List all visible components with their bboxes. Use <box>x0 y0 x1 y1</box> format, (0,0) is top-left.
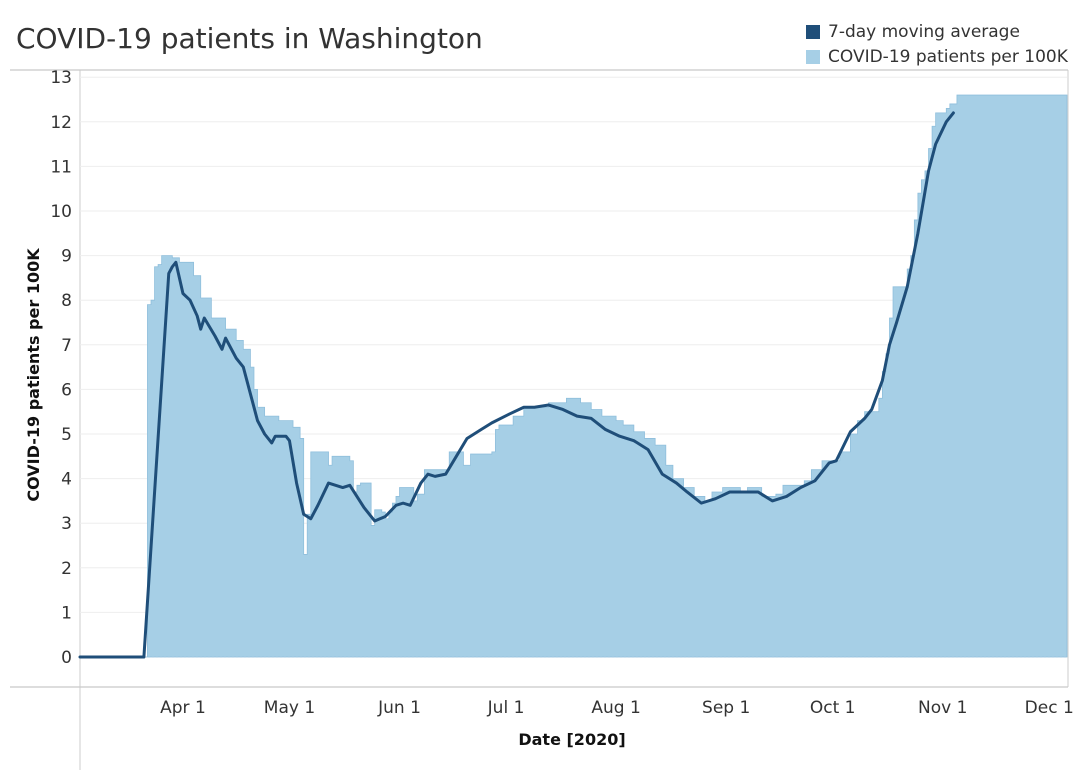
x-tick-label: Jun 1 <box>377 698 421 718</box>
y-tick-label: 7 <box>61 336 72 356</box>
y-axis-label: COVID-19 patients per 100K <box>24 248 43 502</box>
legend: 7-day moving average COVID-19 patients p… <box>806 19 1068 69</box>
y-tick-label: 4 <box>61 470 72 490</box>
area-series-patients <box>80 94 1068 658</box>
x-tick-label: May 1 <box>264 698 315 718</box>
y-tick-label: 1 <box>61 603 72 623</box>
line-series-moving-average <box>78 111 955 659</box>
y-tick-label: 5 <box>61 425 72 445</box>
y-tick-label: 0 <box>61 648 72 668</box>
legend-label-moving-average: 7-day moving average <box>828 21 1020 42</box>
x-tick-label: Sep 1 <box>702 698 750 718</box>
y-tick-label: 6 <box>61 380 72 400</box>
legend-swatch-patients <box>806 49 820 64</box>
x-tick-label: Aug 1 <box>591 698 640 718</box>
x-tick-label: Dec 1 <box>1025 698 1074 718</box>
legend-item-moving-average[interactable]: 7-day moving average <box>806 19 1068 44</box>
legend-label-patients: COVID-19 patients per 100K <box>828 46 1068 67</box>
y-tick-label: 11 <box>50 157 72 177</box>
y-tick-label: 10 <box>50 202 72 222</box>
x-axis-label: Date [2020] <box>518 730 625 749</box>
y-tick-label: 2 <box>61 559 72 579</box>
legend-item-patients[interactable]: COVID-19 patients per 100K <box>806 44 1068 69</box>
y-tick-label: 9 <box>61 247 72 267</box>
y-tick-label: 3 <box>61 514 72 534</box>
x-tick-label: Nov 1 <box>918 698 967 718</box>
legend-swatch-moving-average <box>806 24 820 39</box>
x-tick-label: Jul 1 <box>487 698 525 718</box>
x-tick-label: Apr 1 <box>160 698 206 718</box>
y-tick-label: 13 <box>50 68 72 88</box>
y-tick-label: 8 <box>61 291 72 311</box>
x-tick-label: Oct 1 <box>810 698 856 718</box>
chart-title: COVID-19 patients in Washington <box>16 22 483 55</box>
y-tick-label: 12 <box>50 113 72 133</box>
